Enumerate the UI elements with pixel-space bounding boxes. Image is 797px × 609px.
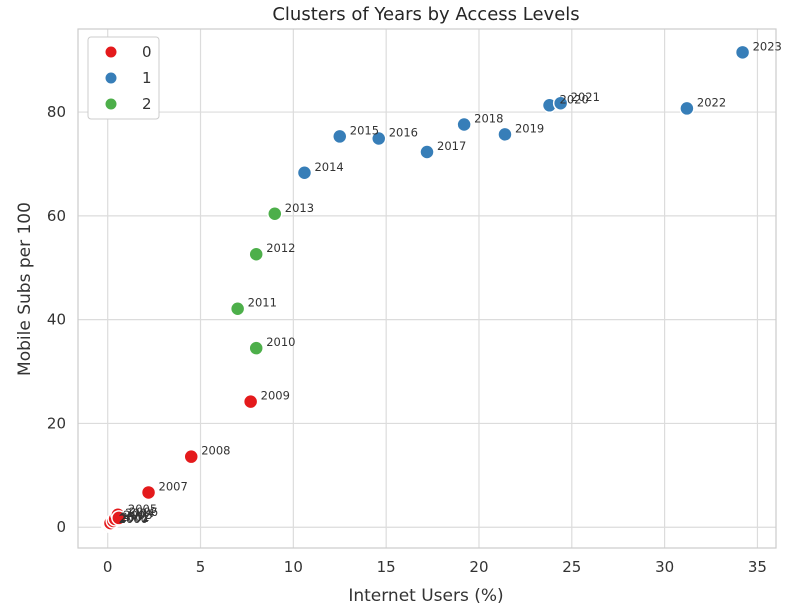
point-label-2001: 2001 bbox=[120, 511, 149, 525]
data-point-2017 bbox=[419, 144, 435, 160]
x-axis-title: Internet Users (%) bbox=[348, 586, 503, 606]
data-point-2014 bbox=[296, 165, 313, 181]
data-point-2009 bbox=[242, 393, 259, 410]
plot-area bbox=[77, 28, 777, 549]
point-label-2017: 2017 bbox=[437, 139, 466, 153]
grid bbox=[78, 29, 776, 548]
point-label-2019: 2019 bbox=[515, 121, 544, 135]
legend-label-0: 0 bbox=[142, 43, 152, 61]
legend-marker-2 bbox=[104, 97, 118, 111]
point-label-2020: 2020 bbox=[560, 92, 589, 106]
point-label-2005: 2005 bbox=[128, 502, 157, 516]
data-point-2013 bbox=[267, 206, 283, 222]
point-label-2014: 2014 bbox=[314, 160, 343, 174]
y-axis-title: Mobile Subs per 100 bbox=[15, 202, 35, 376]
point-label-2013: 2013 bbox=[285, 201, 314, 215]
chart-title: Clusters of Years by Access Levels bbox=[272, 4, 579, 25]
x-tick-label: 10 bbox=[284, 558, 303, 576]
point-label-2011: 2011 bbox=[248, 296, 277, 310]
point-label-2010: 2010 bbox=[266, 335, 295, 349]
data-point-2007 bbox=[140, 484, 157, 501]
point-label-2000: 2000 bbox=[119, 512, 148, 526]
data-point-2008 bbox=[183, 448, 199, 465]
point-label-2016: 2016 bbox=[389, 126, 418, 140]
legend: 0 1 2 bbox=[87, 36, 160, 120]
y-tick-label: 40 bbox=[47, 311, 66, 329]
data-point-2016 bbox=[370, 130, 387, 147]
y-tick-label: 0 bbox=[56, 518, 66, 536]
point-label-2015: 2015 bbox=[350, 123, 379, 137]
point-label-2003: 2003 bbox=[123, 508, 152, 522]
point-label-2023: 2023 bbox=[753, 39, 782, 53]
data-point-2018 bbox=[456, 116, 472, 133]
x-tick-label: 25 bbox=[562, 558, 581, 576]
x-tick-label: 35 bbox=[748, 558, 767, 576]
data-point-2006 bbox=[111, 510, 127, 526]
point-label-2022: 2022 bbox=[697, 95, 726, 109]
point-label-2008: 2008 bbox=[201, 444, 230, 458]
x-tick-label: 0 bbox=[103, 558, 113, 576]
x-tick-label: 20 bbox=[469, 558, 488, 576]
point-label-2012: 2012 bbox=[266, 241, 295, 255]
y-tick-label: 20 bbox=[47, 414, 66, 432]
point-label-2018: 2018 bbox=[474, 111, 503, 125]
point-label-2004: 2004 bbox=[125, 506, 154, 520]
point-label-2021: 2021 bbox=[571, 90, 600, 104]
data-point-2021 bbox=[552, 95, 569, 111]
data-points bbox=[100, 44, 751, 533]
axis-ticks: 0 5 10 15 20 25 30 35 0 20 40 60 80 bbox=[47, 103, 767, 576]
data-point-2022 bbox=[679, 100, 695, 117]
y-tick-label: 60 bbox=[47, 207, 66, 225]
data-point-2023 bbox=[734, 44, 751, 61]
x-tick-label: 15 bbox=[377, 558, 396, 576]
legend-box bbox=[87, 36, 160, 120]
data-point-2010 bbox=[248, 340, 264, 356]
legend-marker-1 bbox=[104, 71, 118, 85]
data-point-2015 bbox=[332, 128, 348, 145]
data-point-2019 bbox=[497, 126, 513, 143]
point-label-2007: 2007 bbox=[159, 479, 188, 493]
data-point-2012 bbox=[248, 246, 264, 262]
x-tick-label: 30 bbox=[655, 558, 674, 576]
point-label-2006: 2006 bbox=[129, 505, 158, 519]
point-label-2002: 2002 bbox=[120, 510, 149, 524]
x-tick-label: 5 bbox=[196, 558, 206, 576]
legend-label-2: 2 bbox=[142, 95, 152, 113]
legend-marker-0 bbox=[104, 45, 118, 59]
point-label-2009: 2009 bbox=[261, 389, 290, 403]
data-point-2011 bbox=[229, 300, 246, 317]
legend-label-1: 1 bbox=[142, 69, 152, 87]
y-tick-label: 80 bbox=[47, 103, 66, 121]
